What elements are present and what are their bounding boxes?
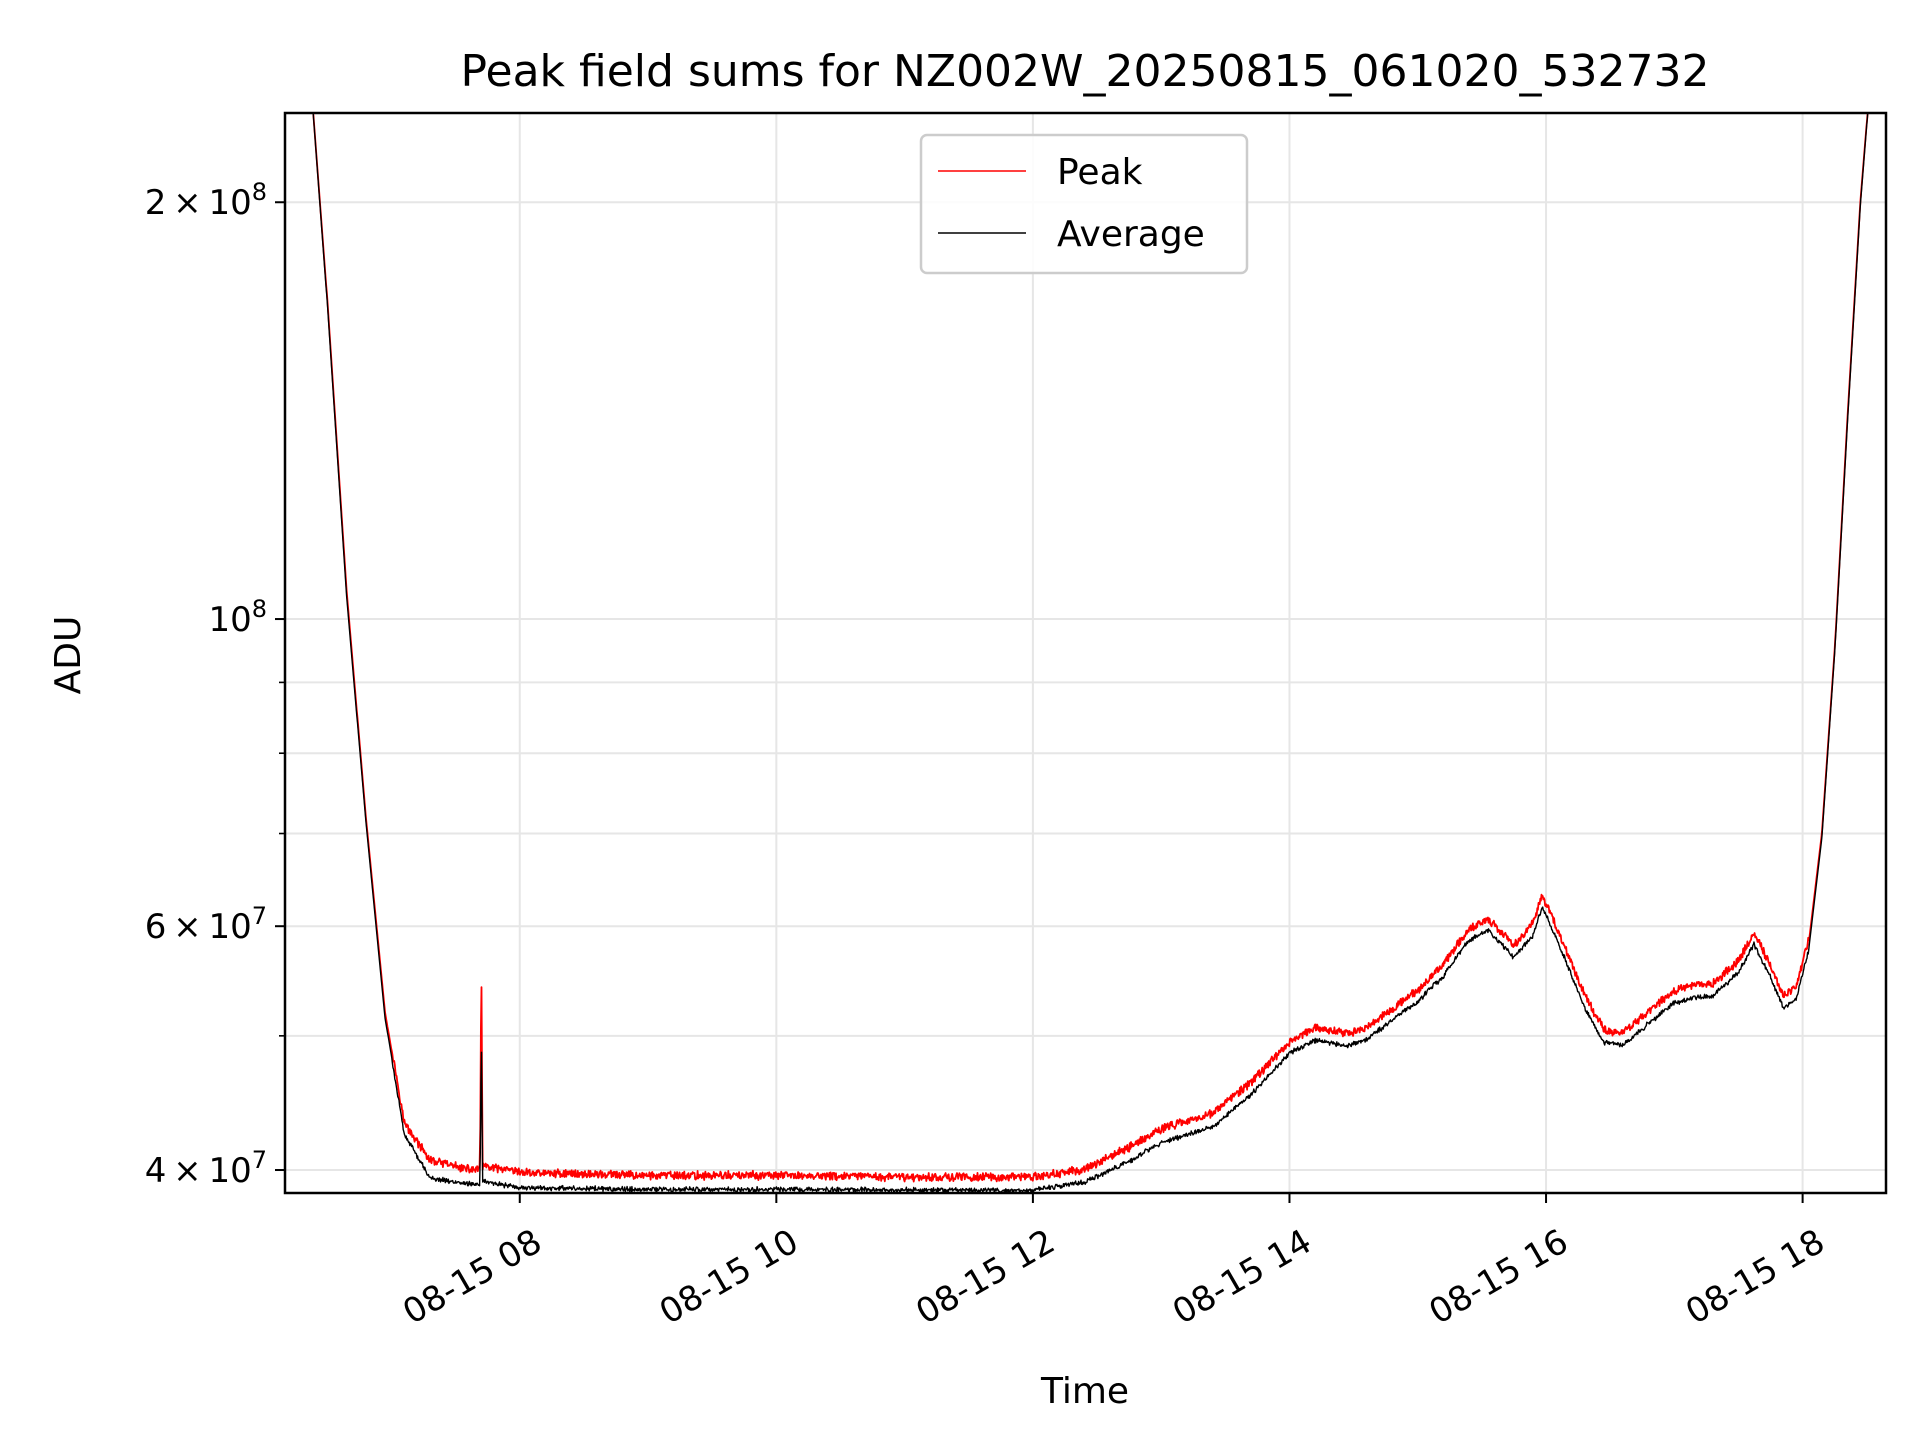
y-axis: 4 × 107 6 × 107 108 2 × 108 (145, 178, 285, 1191)
plot-frame (283, 111, 1888, 1195)
y-tick-label: 6 × 107 (145, 902, 267, 947)
legend-box (919, 133, 1249, 275)
x-axis-label: Time (1040, 1371, 1129, 1412)
legend: Peak Average (919, 133, 1249, 275)
y-tick-label: 108 (208, 595, 267, 640)
y-axis-label: ADU (48, 616, 89, 695)
series-average-line (312, 113, 1869, 1193)
y-tick-label: 4 × 107 (145, 1146, 267, 1191)
plot-lines (312, 113, 1869, 1193)
chart-title: Peak field sums for NZ002W_20250815_0610… (461, 46, 1710, 97)
legend-label-average: Average (1057, 214, 1205, 255)
y-tick-label: 2 × 108 (145, 178, 267, 223)
series-peak-line (312, 113, 1869, 1183)
legend-label-peak: Peak (1057, 152, 1143, 193)
